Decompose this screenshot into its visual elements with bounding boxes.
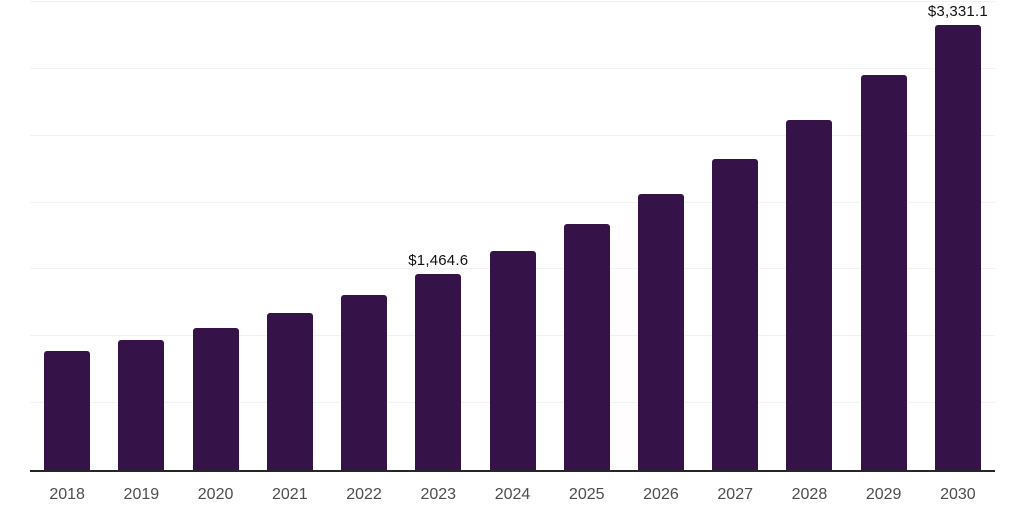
bar-2021 bbox=[266, 313, 313, 470]
bar-2030 bbox=[934, 24, 981, 470]
bar-2029 bbox=[860, 75, 907, 470]
x-tick-2021: 2021 bbox=[272, 486, 308, 503]
x-tick-2020: 2020 bbox=[197, 486, 234, 503]
x-tick-2028: 2028 bbox=[791, 486, 828, 503]
x-tick-2027: 2027 bbox=[717, 486, 753, 503]
gridline-3500 bbox=[30, 1, 995, 2]
bar-2022 bbox=[341, 295, 388, 470]
gridline-3000 bbox=[30, 67, 995, 69]
gridline-2500 bbox=[30, 134, 995, 136]
bar-2028 bbox=[786, 120, 833, 470]
x-tick-2018: 2018 bbox=[49, 486, 85, 503]
x-tick-2022: 2022 bbox=[346, 486, 382, 503]
data-label-2030: $3,331.1 bbox=[927, 2, 988, 20]
x-tick-2023: 2023 bbox=[420, 486, 457, 503]
x-tick-2019: 2019 bbox=[123, 486, 160, 503]
bar-2024 bbox=[489, 251, 536, 470]
bar-2023 bbox=[415, 274, 462, 470]
x-tick-2024: 2024 bbox=[494, 486, 531, 503]
plot-area: $1,464.6 $3,331.1 bbox=[30, 1, 995, 472]
gridline-2000 bbox=[30, 201, 995, 203]
x-tick-2025: 2025 bbox=[568, 486, 605, 503]
x-tick-2029: 2029 bbox=[865, 486, 902, 503]
x-tick-2026: 2026 bbox=[643, 486, 679, 503]
x-tick-2030: 2030 bbox=[940, 486, 976, 503]
bar-2019 bbox=[118, 340, 165, 470]
bar-2027 bbox=[712, 159, 759, 470]
data-label-2023: $1,464.6 bbox=[408, 252, 469, 270]
x-axis-labels: 2018 2019 2020 2021 2022 2023 2024 2025 2026 2027… bbox=[30, 486, 995, 508]
bar-2020 bbox=[192, 328, 239, 470]
bar-2018 bbox=[44, 351, 91, 470]
bar-2025 bbox=[563, 224, 610, 470]
bar-2026 bbox=[637, 194, 684, 470]
